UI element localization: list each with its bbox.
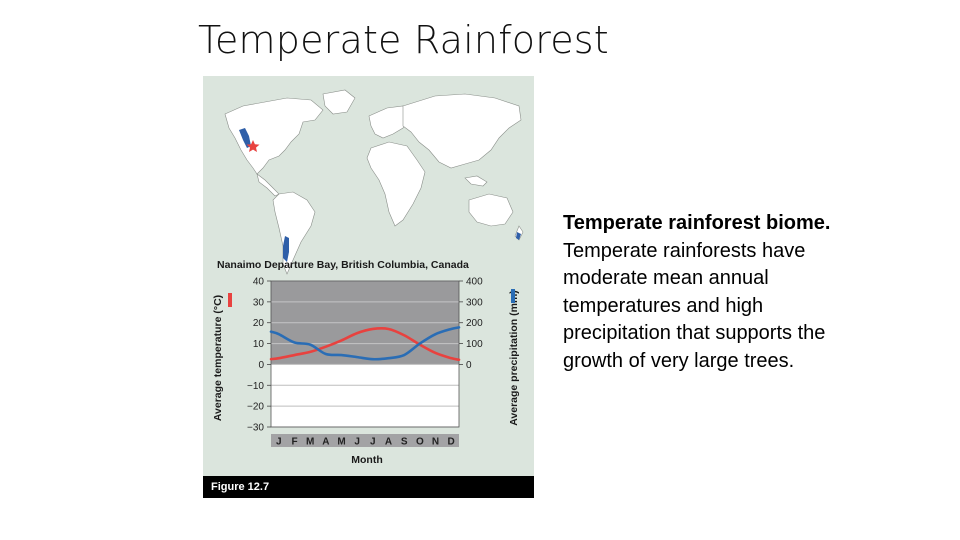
slide-title: Temperate Rainforest xyxy=(198,18,609,62)
figure-panel: Nanaimo Departure Bay, British Columbia,… xyxy=(203,76,534,498)
star-icon xyxy=(246,140,260,152)
biome-regions xyxy=(239,128,521,262)
world-map xyxy=(224,89,524,275)
biome-region-southern-chile xyxy=(283,236,289,262)
month-tick-label: A xyxy=(385,437,392,448)
figure-caption: Figure 12.7 xyxy=(211,481,270,493)
plot-frame xyxy=(270,280,460,428)
y-right-tick-label: 400 xyxy=(466,277,483,288)
map-north-america xyxy=(224,97,324,175)
month-tick-label: A xyxy=(322,437,329,448)
y-left-tick-label: −30 xyxy=(247,423,264,434)
map-africa xyxy=(366,141,426,227)
map-australia xyxy=(468,193,514,227)
chart-title: Nanaimo Departure Bay, British Columbia,… xyxy=(217,259,469,271)
y-left-tick-label: −20 xyxy=(247,402,264,413)
y-left-tick-label: 10 xyxy=(253,339,265,350)
y-right-tick-label: 300 xyxy=(466,297,483,308)
month-bar xyxy=(271,434,459,447)
y-left-tick-label: −10 xyxy=(247,381,264,392)
y-left-tick-label: 30 xyxy=(253,297,265,308)
description-body: Temperate rainforests have moderate mean… xyxy=(563,239,826,372)
month-tick-label: J xyxy=(370,437,376,448)
map-asia xyxy=(402,93,522,169)
y-right-tick-label: 200 xyxy=(466,318,483,329)
y-left-tick-label: 20 xyxy=(253,318,265,329)
figure-caption-bar: Figure 12.7 xyxy=(203,476,534,498)
month-tick-label: O xyxy=(416,437,424,448)
y-right-tick-label: 0 xyxy=(466,360,472,371)
biome-region-pacific-northwest xyxy=(239,128,251,148)
month-tick-label: J xyxy=(276,437,282,448)
map-greenland xyxy=(322,89,356,115)
month-tick-label: M xyxy=(337,437,345,448)
map-europe xyxy=(368,105,412,139)
temperature-line xyxy=(269,327,461,362)
y-left-tick-label: 0 xyxy=(258,360,264,371)
x-axis-label: Month xyxy=(351,454,383,466)
y-left-axis-label: Average temperature (°C) xyxy=(212,295,224,421)
map-indonesia xyxy=(464,175,488,187)
description: Temperate rainforest biome. Temperate ra… xyxy=(563,210,833,375)
description-title: Temperate rainforest biome. xyxy=(563,212,831,234)
month-tick-label: N xyxy=(432,437,439,448)
figure-graphic: Nanaimo Departure Bay, British Columbia,… xyxy=(212,89,524,466)
month-tick-label: D xyxy=(448,437,455,448)
y-right-tick-label: 100 xyxy=(466,339,483,350)
month-tick-label: S xyxy=(401,437,408,448)
precipitation-line xyxy=(269,326,461,361)
y-left-tick-label: 40 xyxy=(253,277,265,288)
month-tick-label: M xyxy=(306,437,314,448)
map-central-america xyxy=(256,173,280,197)
biome-region-new-zealand xyxy=(516,232,521,240)
month-tick-label: J xyxy=(354,437,360,448)
y-right-axis-label: Average precipitation (mm) xyxy=(508,290,520,426)
precipitation-legend-swatch xyxy=(511,289,515,303)
month-tick-label: F xyxy=(291,437,297,448)
temperature-legend-swatch xyxy=(228,293,232,307)
